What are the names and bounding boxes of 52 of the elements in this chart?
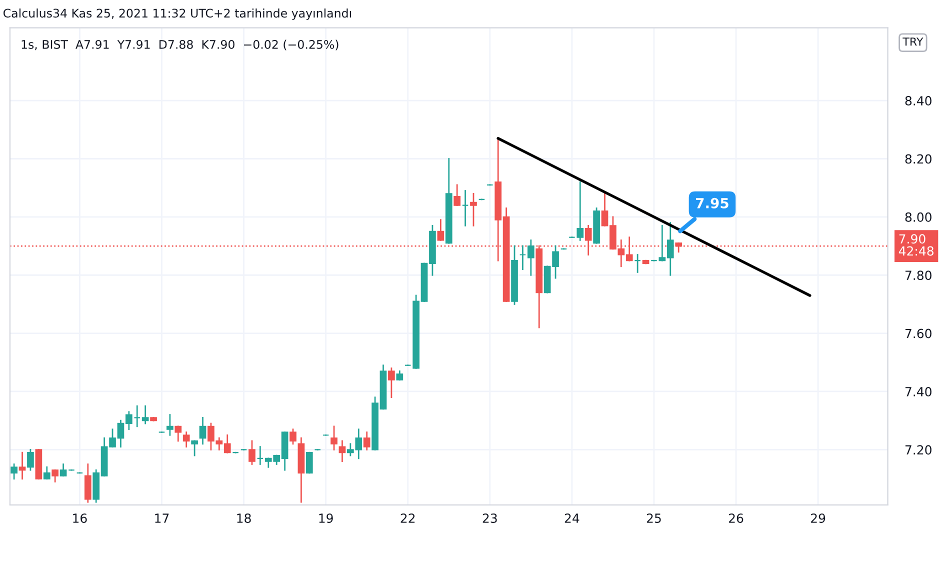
candlestick bbox=[584, 224, 592, 256]
candlestick bbox=[182, 432, 190, 448]
candlestick bbox=[166, 414, 174, 436]
candlestick bbox=[454, 184, 461, 206]
candlestick bbox=[519, 245, 526, 270]
text: Calculus34 Kas 25, 2021 11:32 UTC+2 tarihinde yayınlandı bbox=[4, 8, 351, 20]
candlestick bbox=[634, 254, 641, 273]
candlestick bbox=[27, 448, 34, 471]
candlestick bbox=[199, 416, 206, 445]
candlestick bbox=[388, 368, 395, 398]
y-tick-label: 7.40 bbox=[905, 386, 932, 396]
candlestick bbox=[470, 192, 477, 226]
candlestick bbox=[462, 190, 469, 226]
candlestick bbox=[338, 440, 346, 462]
candlestick bbox=[256, 446, 264, 465]
candlestick bbox=[248, 440, 256, 465]
x-tick-label: 18 bbox=[237, 514, 251, 523]
candlestick bbox=[437, 219, 444, 241]
y-tick-label: 8.00 bbox=[905, 212, 932, 222]
annotation: 7.95 bbox=[696, 198, 728, 208]
candlestick bbox=[527, 240, 534, 276]
y-tick-label: 8.40 bbox=[905, 96, 932, 106]
x-tick-label: 24 bbox=[564, 514, 580, 523]
y-tick-label: 7.80 bbox=[905, 270, 932, 280]
candlestick bbox=[43, 466, 50, 480]
x-tick-label: 29 bbox=[811, 514, 826, 523]
x-tick-label: 19 bbox=[319, 514, 333, 523]
candlestick bbox=[191, 440, 198, 456]
ref-line-label: 7.90 42:48 bbox=[898, 234, 934, 256]
candlestick bbox=[330, 426, 338, 450]
x-tick-label: 23 bbox=[482, 514, 497, 523]
x-tick-label: 25 bbox=[646, 514, 661, 523]
candlestick bbox=[142, 405, 149, 424]
candlestick bbox=[306, 452, 313, 474]
x-tick-label: 17 bbox=[155, 514, 169, 523]
candlestick bbox=[84, 464, 92, 503]
x-tick-label: 26 bbox=[728, 514, 744, 523]
candlestick bbox=[174, 426, 182, 442]
y-tick-label: 8.20 bbox=[905, 154, 932, 164]
candlestick bbox=[290, 428, 296, 445]
y-tick-label: 7.60 bbox=[905, 328, 932, 338]
y-tick-label: 7.20 bbox=[905, 445, 932, 455]
candlestick bbox=[363, 432, 370, 450]
x-tick-label: 16 bbox=[73, 514, 87, 523]
candlestick bbox=[18, 452, 26, 480]
candlestick bbox=[134, 405, 141, 428]
text: TRY bbox=[902, 38, 924, 46]
text: 1s, BIST A7.91 Y7.91 D7.88 K7.90 −0.02 (−0.25%) bbox=[22, 40, 338, 50]
candlestick bbox=[60, 464, 67, 477]
x-tick-label: 22 bbox=[400, 514, 415, 523]
candlestick bbox=[10, 464, 18, 480]
candlestick bbox=[52, 469, 59, 482]
